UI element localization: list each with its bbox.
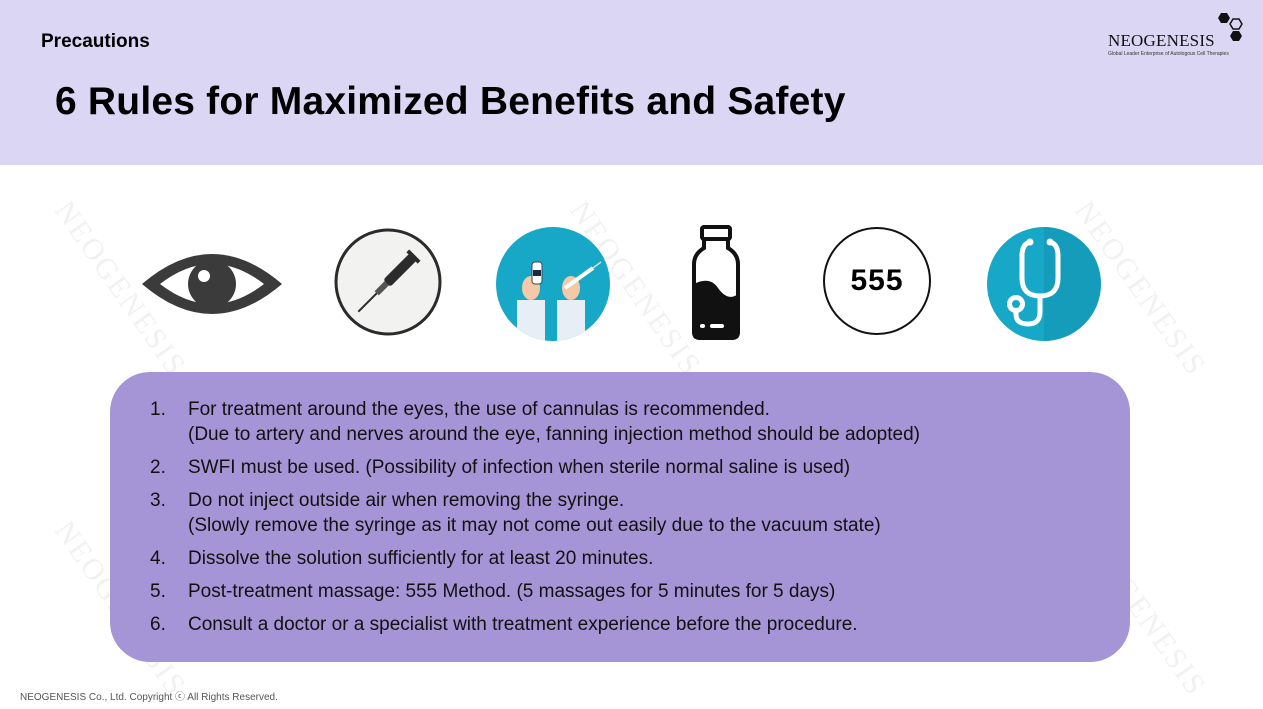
rule-text: Post-treatment massage: 555 Method. (5 m… bbox=[188, 581, 836, 602]
rule-number: 2. bbox=[150, 457, 166, 478]
rules-panel bbox=[110, 372, 1130, 662]
logo-tagline: Global Leader Enterprise of Autologous C… bbox=[1108, 51, 1229, 57]
rule-number: 3. bbox=[150, 490, 166, 511]
injection-hands-icon bbox=[496, 227, 610, 341]
rule-number: 6. bbox=[150, 614, 166, 635]
section-label: Precautions bbox=[41, 31, 150, 52]
page-title: 6 Rules for Maximized Benefits and Safet… bbox=[55, 80, 846, 123]
rule-text: For treatment around the eyes, the use o… bbox=[188, 399, 770, 420]
icon-row: 555 bbox=[0, 220, 1263, 345]
logo-wordmark: NEOGENESIS bbox=[1108, 31, 1215, 50]
header-band bbox=[0, 0, 1263, 165]
company-logo: NEOGENESIS Global Leader Enterprise of A… bbox=[1100, 10, 1250, 60]
rule-note: (Due to artery and nerves around the eye… bbox=[188, 424, 920, 445]
rule-text: Consult a doctor or a specialist with tr… bbox=[188, 614, 858, 635]
rule-item: 3. Do not inject outside air when removi… bbox=[150, 488, 920, 538]
hexagon-logo-icon bbox=[1218, 13, 1243, 41]
rule-number: 5. bbox=[150, 581, 166, 602]
rule-item: 1. For treatment around the eyes, the us… bbox=[150, 397, 920, 447]
rule-item: 4. Dissolve the solution sufficiently fo… bbox=[150, 546, 920, 571]
footer-copyright: NEOGENESIS Co., Ltd. Copyright ⓒ All Rig… bbox=[20, 692, 278, 703]
vial-icon bbox=[692, 225, 740, 340]
rules-list: 1. For treatment around the eyes, the us… bbox=[150, 397, 920, 645]
rule-number: 1. bbox=[150, 399, 166, 420]
eye-icon bbox=[142, 254, 282, 314]
stethoscope-icon bbox=[987, 227, 1101, 341]
rule-item: 2. SWFI must be used. (Possibility of in… bbox=[150, 455, 920, 480]
555-badge-label: 555 bbox=[850, 264, 904, 297]
rule-number: 4. bbox=[150, 548, 166, 569]
555-badge-icon: 555 bbox=[823, 227, 931, 335]
rule-note: (Slowly remove the syringe as it may not… bbox=[188, 515, 881, 536]
rule-item: 6. Consult a doctor or a specialist with… bbox=[150, 612, 920, 637]
rule-text: SWFI must be used. (Possibility of infec… bbox=[188, 457, 851, 478]
rule-text: Do not inject outside air when removing … bbox=[188, 490, 625, 511]
rule-item: 5. Post-treatment massage: 555 Method. (… bbox=[150, 579, 920, 604]
cannula-icon bbox=[334, 228, 442, 336]
rule-text: Dissolve the solution sufficiently for a… bbox=[188, 548, 654, 569]
